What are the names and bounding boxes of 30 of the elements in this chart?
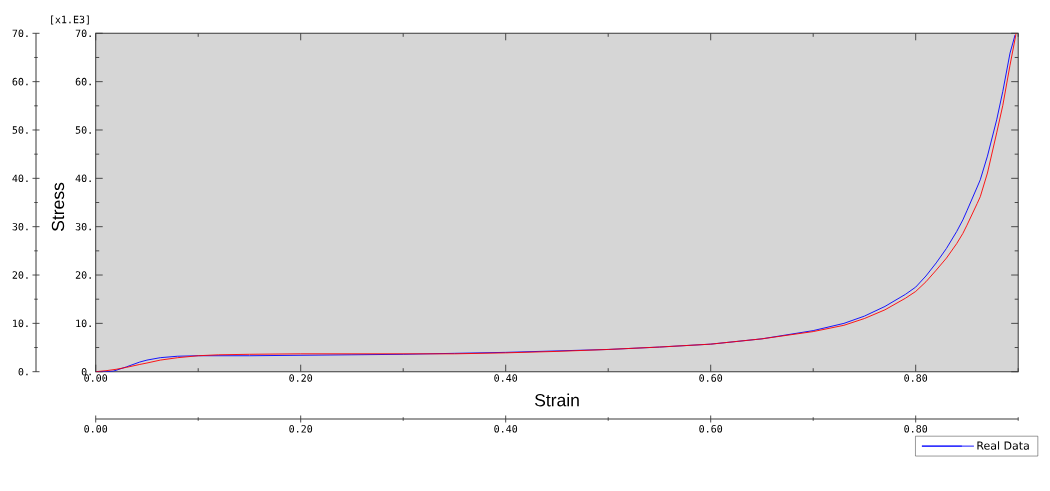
y-axis-title: Stress (51, 182, 65, 232)
text: 0.40 (494, 425, 518, 433)
x-tick-label: 0.80 (904, 374, 928, 382)
text: 0.00 (84, 425, 108, 433)
text: 0. (81, 367, 91, 376)
text: 40. (75, 174, 91, 183)
x-tick-label: 0.00 (84, 374, 108, 382)
text: 30. (75, 222, 91, 231)
y-tick-label: 70. (12, 29, 28, 38)
text: 0.20 (289, 425, 313, 433)
text: 60. (75, 77, 91, 86)
y-tick-label: 0. (18, 367, 28, 376)
text: 20. (75, 271, 91, 279)
y-tick-label: 20. (12, 271, 28, 279)
text: 70. (75, 29, 91, 38)
y-tick-label: 50. (12, 126, 28, 134)
text: 10. (76, 319, 91, 328)
text: 0.60 (699, 425, 723, 433)
x-tick-label: 0.20 (289, 374, 313, 382)
text: [x1.E3] (51, 15, 89, 25)
y-tick-label: 10. (13, 319, 28, 328)
text: 50. (75, 126, 91, 134)
x-axis-title: Strain (534, 393, 579, 407)
text: 0.80 (904, 425, 928, 433)
y-tick-label: 40. (12, 174, 28, 183)
x-tick-label: 0.60 (699, 374, 723, 382)
x-tick-label: 0.40 (494, 374, 518, 382)
y-tick-label: 60. (12, 77, 28, 86)
y-tick-label: 30. (12, 222, 28, 231)
legend-label: Real Data (977, 441, 1029, 450)
